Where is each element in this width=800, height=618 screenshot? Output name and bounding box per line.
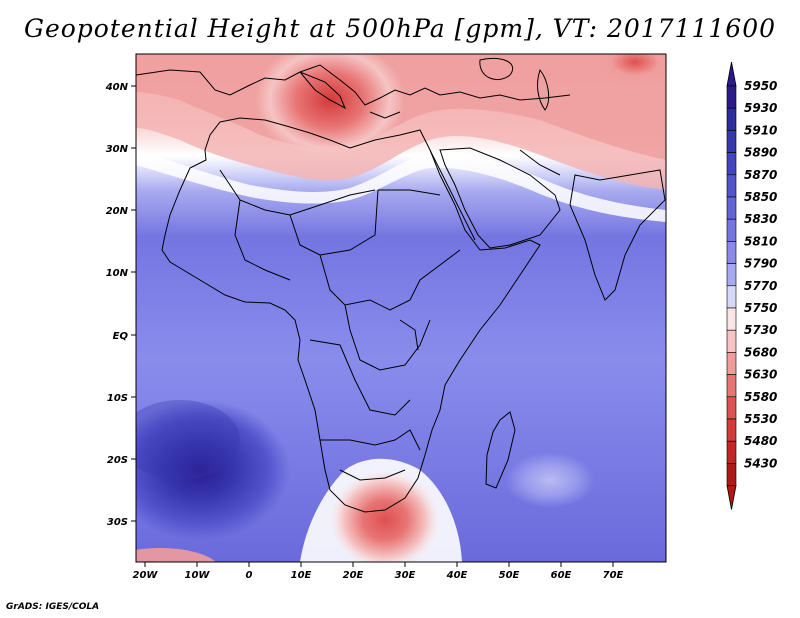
colorbar-label: 5430 (744, 456, 777, 470)
colorbar-label: 5790 (744, 257, 777, 271)
lon-label: 0 (246, 570, 253, 581)
colorbar-swatch (726, 85, 737, 109)
lat-label: 10N (106, 268, 129, 279)
latitude-axis: 40N 30N 20N 10N EQ 10S 20S 30S (105, 82, 136, 528)
colorbar: 5950 5930 5910 5890 5870 5850 5830 5810 5790 5770… (726, 61, 777, 510)
colorbar-swatch (726, 130, 737, 153)
colorbar-swatch (726, 285, 737, 309)
lat-label: 40N (105, 82, 129, 93)
colorbar-swatch (726, 307, 737, 331)
colorbar-label: 5630 (744, 368, 777, 382)
colorbar-label: 5830 (744, 212, 777, 226)
lon-label: 60E (551, 570, 572, 581)
colorbar-label: 5890 (744, 146, 777, 160)
longitude-axis: 20W 10W 0 10E 20E 30E 40E 50E 60E 70E (133, 562, 624, 581)
lat-label: 30S (107, 517, 128, 528)
colorbar-label: 5730 (744, 323, 777, 337)
footer-credit: GrADS: IGES/COLA (6, 602, 100, 612)
lat-label: 30N (106, 144, 129, 155)
colorbar-swatch (726, 352, 737, 375)
colorbar-top-arrow (726, 61, 737, 87)
colorbar-label: 5580 (744, 390, 777, 404)
colorbar-swatch (726, 218, 737, 242)
colorbar-swatch (726, 463, 737, 486)
lat-label: 20N (106, 206, 129, 217)
colorbar-swatch (726, 152, 737, 176)
coastlines (136, 57, 666, 513)
lon-label: 40E (446, 570, 468, 581)
height-field (136, 54, 666, 562)
lon-label: 20W (133, 570, 159, 581)
colorbar-label: 5770 (744, 279, 777, 293)
lon-label: 10W (185, 570, 211, 581)
lat-label: 20S (107, 455, 128, 466)
colorbar-label: 5950 (744, 79, 777, 93)
colorbar-label: 5810 (744, 234, 777, 248)
colorbar-swatch (726, 374, 737, 398)
colorbar-label: 5530 (744, 412, 777, 426)
lat-label: EQ (113, 331, 129, 342)
colorbar-swatch (726, 263, 737, 287)
colorbar-label: 5850 (744, 190, 777, 204)
lon-label: 70E (603, 570, 624, 581)
colorbar-swatch (726, 396, 737, 420)
colorbar-swatch (726, 418, 737, 442)
colorbar-label: 5930 (744, 101, 777, 115)
colorbar-label: 5870 (744, 168, 777, 182)
lat-label: 10S (107, 393, 128, 404)
map-frame (135, 53, 667, 563)
colorbar-swatch (726, 174, 737, 198)
lon-label: 50E (499, 570, 520, 581)
colorbar-label: 5750 (744, 301, 777, 315)
colorbar-swatch (726, 440, 737, 464)
colorbar-label: 5480 (744, 434, 777, 448)
lon-label: 10E (291, 570, 312, 581)
colorbar-bottom-arrow (726, 485, 737, 510)
colorbar-label: 5910 (744, 123, 777, 137)
chart-title: Geopotential Height at 500hPa [gpm], VT:… (23, 14, 777, 43)
colorbar-label: 5680 (744, 345, 777, 359)
lon-label: 30E (395, 570, 416, 581)
colorbar-swatch (726, 241, 737, 264)
lon-label: 20E (343, 570, 364, 581)
colorbar-swatch (726, 196, 737, 220)
colorbar-swatch (726, 107, 737, 131)
colorbar-swatch (726, 329, 737, 353)
